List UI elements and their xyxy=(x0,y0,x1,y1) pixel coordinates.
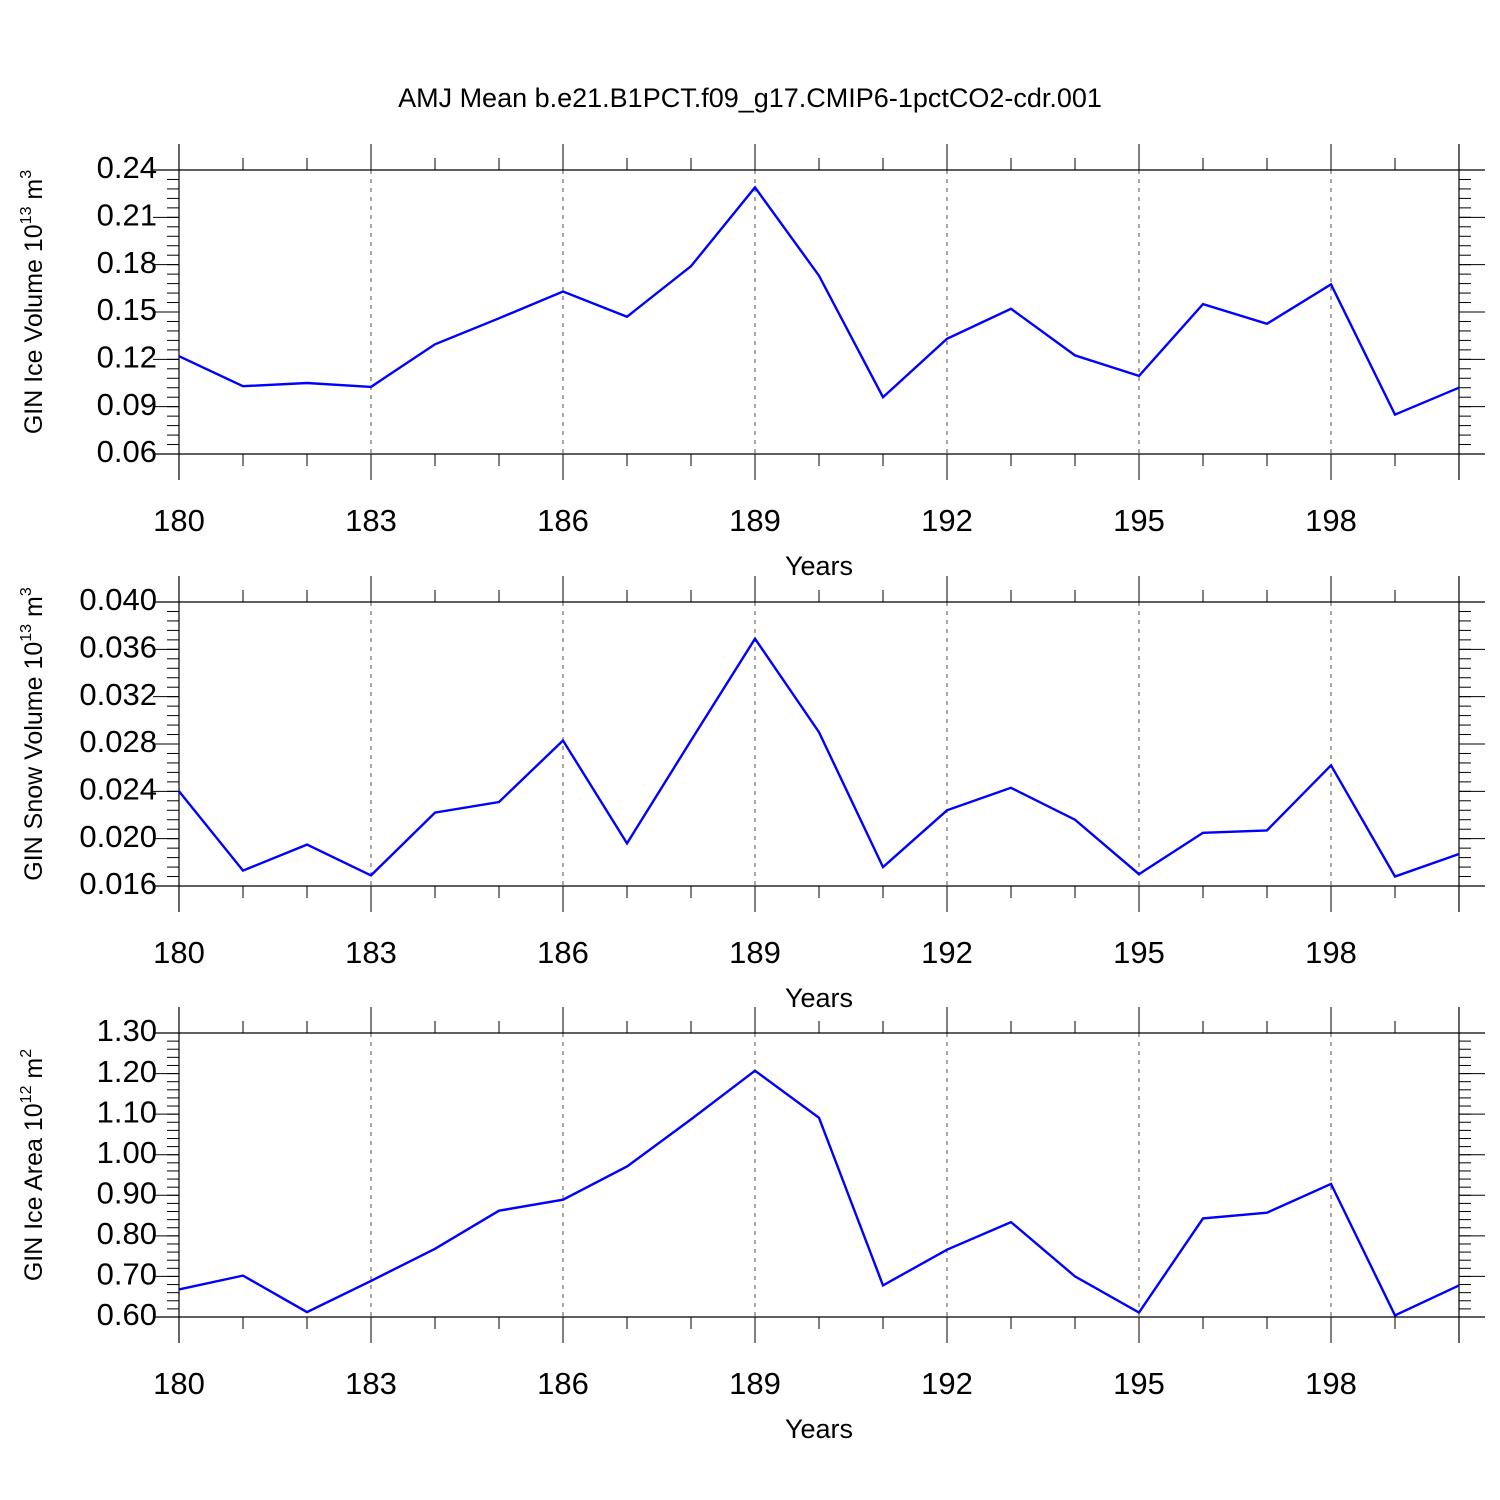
y-tick-label: 0.21 xyxy=(97,198,157,233)
y-tick-label: 0.06 xyxy=(97,434,157,469)
y-tick-label: 1.30 xyxy=(97,1013,157,1048)
y-tick-label: 0.028 xyxy=(79,724,157,759)
y-axis-label-text: GIN Snow Volume 10 xyxy=(20,642,48,881)
y-tick-label: 0.60 xyxy=(97,1297,157,1332)
x-tick-label: 195 xyxy=(1113,503,1165,538)
x-tick-label: 183 xyxy=(345,503,397,538)
x-tick-label: 189 xyxy=(729,503,781,538)
y-tick-label: 0.12 xyxy=(97,340,157,375)
x-tick-label: 189 xyxy=(729,935,781,970)
series-line xyxy=(178,185,1460,417)
x-tick-label: 180 xyxy=(153,1366,205,1401)
y-axis-label-exponent: 13 xyxy=(18,206,35,224)
x-tick-label: 192 xyxy=(921,503,973,538)
x-tick-label: 183 xyxy=(345,935,397,970)
y-axis-label-exponent: 13 xyxy=(18,624,35,642)
x-axis-label: Years xyxy=(785,983,853,1013)
x-axis-label: Years xyxy=(785,551,853,581)
y-axis-label-unit-exponent: 3 xyxy=(18,587,35,596)
chart-title: AMJ Mean b.e21.B1PCT.f09_g17.CMIP6-1pctC… xyxy=(398,83,1102,113)
y-axis-label-unit-exponent: 3 xyxy=(18,170,35,179)
panels: 0.06 0.09 0.12 0.15 0.18 0.21 0.24 180 183 186 189… xyxy=(18,144,1485,1444)
series-line xyxy=(178,636,1460,878)
y-axis-label-unit: m xyxy=(20,179,48,207)
y-axis-label-text: GIN Ice Area 10 xyxy=(20,1103,48,1281)
y-tick-label: 0.09 xyxy=(97,387,157,422)
y-axis-label-text: GIN Ice Volume 10 xyxy=(20,224,48,434)
y-tick-label: 0.18 xyxy=(97,245,157,280)
x-tick-label: 186 xyxy=(537,1366,589,1401)
y-tick-label: 0.24 xyxy=(97,150,157,185)
x-tick-label: 180 xyxy=(153,503,205,538)
y-axis-label: GIN Ice Area 1012 m2 xyxy=(18,1049,48,1281)
x-tick-label: 192 xyxy=(921,1366,973,1401)
y-axis-label: GIN Snow Volume 1013 m3 xyxy=(18,587,48,881)
y-tick-label: 1.20 xyxy=(97,1054,157,1089)
y-tick-label: 0.024 xyxy=(79,772,157,807)
x-tick-label: 198 xyxy=(1305,1366,1357,1401)
y-axis-label: GIN Ice Volume 1013 m3 xyxy=(18,170,48,434)
y-tick-label: 0.016 xyxy=(79,866,157,901)
x-tick-label: 195 xyxy=(1113,935,1165,970)
y-axis-label-unit: m xyxy=(20,1058,48,1086)
x-tick-label: 192 xyxy=(921,935,973,970)
y-axis-label-unit: m xyxy=(20,596,48,624)
y-tick-label: 0.80 xyxy=(97,1216,157,1251)
y-tick-label: 0.032 xyxy=(79,677,157,712)
chart-panel-1: 0.06 0.09 0.12 0.15 0.18 0.21 0.24 180 183 186 189… xyxy=(18,144,1485,581)
y-axis-label-exponent: 12 xyxy=(18,1085,35,1103)
y-tick-label: 0.15 xyxy=(97,292,157,327)
chart-panel-2: 0.016 0.020 0.024 0.028 0.032 0.036 0.040 180 18… xyxy=(18,576,1485,1013)
y-tick-label: 0.040 xyxy=(79,582,157,617)
x-tick-label: 198 xyxy=(1305,503,1357,538)
x-tick-label: 180 xyxy=(153,935,205,970)
y-tick-label: 0.020 xyxy=(79,819,157,854)
chart-panel-3: 0.60 0.70 0.80 0.90 1.00 1.10 1.20 1.30 180 183 18… xyxy=(18,1007,1485,1444)
x-tick-label: 195 xyxy=(1113,1366,1165,1401)
x-tick-label: 189 xyxy=(729,1366,781,1401)
x-tick-label: 198 xyxy=(1305,935,1357,970)
y-tick-label: 1.00 xyxy=(97,1135,157,1170)
y-tick-label: 0.036 xyxy=(79,630,157,665)
y-axis-label-unit-exponent: 2 xyxy=(18,1049,35,1058)
y-tick-label: 1.10 xyxy=(97,1094,157,1129)
x-tick-label: 186 xyxy=(537,935,589,970)
x-tick-label: 186 xyxy=(537,503,589,538)
x-axis-label: Years xyxy=(785,1414,853,1444)
x-tick-label: 183 xyxy=(345,1366,397,1401)
y-tick-label: 0.70 xyxy=(97,1257,157,1292)
y-tick-label: 0.90 xyxy=(97,1175,157,1210)
